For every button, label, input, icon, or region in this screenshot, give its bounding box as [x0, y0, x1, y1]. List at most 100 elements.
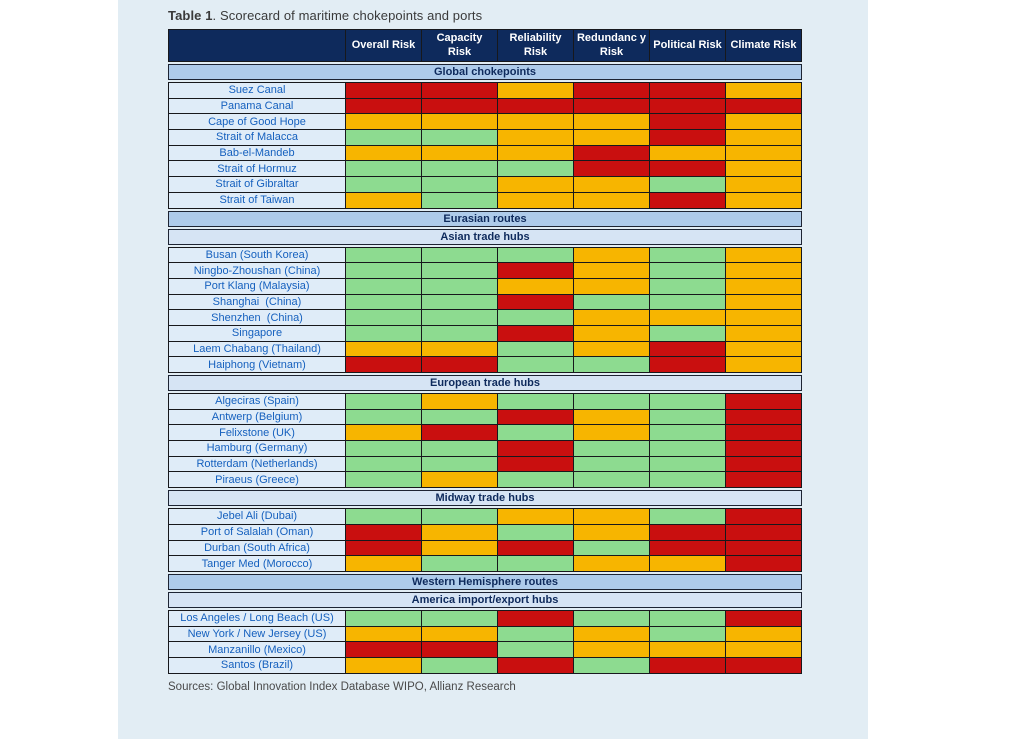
- risk-cell-overall-risk-red: [345, 97, 422, 115]
- risk-cell-redundanc-y-risk-green: [573, 455, 650, 473]
- table-row-santos-brazil: Santos (Brazil): [168, 656, 802, 674]
- risk-cell-reliability-risk-amber: [497, 113, 574, 131]
- risk-cell-capacity-risk-green: [421, 555, 498, 572]
- risk-cell-climate-risk-amber: [725, 356, 802, 373]
- risk-cell-redundanc-y-risk-amber: [573, 191, 650, 209]
- section-header-eurasian-routes: Eurasian routes: [168, 210, 802, 227]
- risk-cell-political-risk-amber: [649, 309, 726, 326]
- risk-cell-climate-risk-amber: [725, 309, 802, 326]
- risk-cell-capacity-risk-red: [421, 641, 498, 658]
- risk-cell-capacity-risk-green: [421, 656, 498, 674]
- risk-cell-redundanc-y-risk-amber: [573, 246, 650, 264]
- risk-cell-capacity-risk-amber: [421, 471, 498, 489]
- row-label: Felixstone (UK): [168, 424, 346, 442]
- risk-cell-capacity-risk-amber: [421, 144, 498, 162]
- risk-cell-redundanc-y-risk-green: [573, 440, 650, 457]
- risk-cell-climate-risk-amber: [725, 82, 802, 99]
- risk-cell-political-risk-green: [649, 455, 726, 473]
- risk-cell-redundanc-y-risk-amber: [573, 277, 650, 295]
- risk-cell-overall-risk-amber: [345, 144, 422, 162]
- table-title: Table 1. Scorecard of maritime chokepoin…: [168, 8, 802, 23]
- risk-cell-reliability-risk-amber: [497, 191, 574, 209]
- risk-cell-political-risk-green: [649, 471, 726, 489]
- risk-cell-political-risk-green: [649, 262, 726, 279]
- row-label: Strait of Taiwan: [168, 191, 346, 209]
- section-header-america-import-export-hubs: America import/export hubs: [168, 591, 802, 608]
- risk-cell-redundanc-y-risk-green: [573, 656, 650, 674]
- risk-cell-climate-risk-red: [725, 555, 802, 572]
- risk-cell-overall-risk-green: [345, 471, 422, 489]
- risk-cell-capacity-risk-green: [421, 246, 498, 264]
- risk-cell-reliability-risk-red: [497, 455, 574, 473]
- risk-cell-political-risk-red: [649, 539, 726, 557]
- table-row-rotterdam-netherlands: Rotterdam (Netherlands): [168, 455, 802, 473]
- risk-cell-climate-risk-red: [725, 455, 802, 473]
- scorecard-body: Global chokepoints Suez Canal Panama Canal…: [168, 64, 802, 674]
- risk-cell-capacity-risk-red: [421, 97, 498, 115]
- risk-cell-political-risk-amber: [649, 144, 726, 162]
- risk-cell-overall-risk-green: [345, 309, 422, 326]
- risk-cell-redundanc-y-risk-amber: [573, 113, 650, 131]
- risk-cell-overall-risk-green: [345, 609, 422, 627]
- column-header-overall-risk: Overall Risk: [345, 29, 422, 62]
- risk-cell-capacity-risk-amber: [421, 340, 498, 358]
- row-label: Port of Salalah (Oman): [168, 523, 346, 541]
- risk-cell-capacity-risk-green: [421, 129, 498, 146]
- risk-cell-political-risk-red: [649, 113, 726, 131]
- risk-cell-redundanc-y-risk-amber: [573, 176, 650, 193]
- risk-cell-political-risk-red: [649, 191, 726, 209]
- row-label: Port Klang (Malaysia): [168, 277, 346, 295]
- row-label: Hamburg (Germany): [168, 440, 346, 457]
- row-label: Cape of Good Hope: [168, 113, 346, 131]
- risk-cell-capacity-risk-amber: [421, 625, 498, 643]
- risk-cell-redundanc-y-risk-green: [573, 539, 650, 557]
- risk-cell-reliability-risk-amber: [497, 508, 574, 525]
- table-row-port-of-salalah-oman: Port of Salalah (Oman): [168, 523, 802, 541]
- risk-cell-overall-risk-green: [345, 176, 422, 193]
- risk-cell-political-risk-red: [649, 160, 726, 178]
- risk-cell-climate-risk-amber: [725, 625, 802, 643]
- risk-cell-reliability-risk-green: [497, 424, 574, 442]
- risk-cell-capacity-risk-green: [421, 277, 498, 295]
- table-title-number: Table 1: [168, 8, 213, 23]
- risk-cell-capacity-risk-red: [421, 356, 498, 373]
- risk-cell-redundanc-y-risk-green: [573, 609, 650, 627]
- table-row-felixstone-uk: Felixstone (UK): [168, 424, 802, 442]
- risk-cell-redundanc-y-risk-amber: [573, 641, 650, 658]
- risk-cell-climate-risk-amber: [725, 277, 802, 295]
- risk-cell-political-risk-red: [649, 97, 726, 115]
- risk-cell-overall-risk-red: [345, 356, 422, 373]
- risk-cell-climate-risk-red: [725, 424, 802, 442]
- sources-note: Sources: Global Innovation Index Databas…: [168, 680, 516, 693]
- risk-cell-redundanc-y-risk-amber: [573, 523, 650, 541]
- risk-cell-reliability-risk-green: [497, 555, 574, 572]
- column-header-redundancy-risk: Redundanc y Risk: [573, 29, 650, 62]
- row-label: Panama Canal: [168, 97, 346, 115]
- table-row-antwerp-belgium: Antwerp (Belgium): [168, 408, 802, 426]
- row-label: Suez Canal: [168, 82, 346, 99]
- row-label: Shenzhen (China): [168, 309, 346, 326]
- risk-cell-climate-risk-amber: [725, 113, 802, 131]
- risk-cell-overall-risk-green: [345, 293, 422, 311]
- risk-cell-reliability-risk-green: [497, 246, 574, 264]
- risk-cell-capacity-risk-amber: [421, 539, 498, 557]
- risk-cell-reliability-risk-red: [497, 293, 574, 311]
- table-title-text: . Scorecard of maritime chokepoints and …: [212, 8, 483, 23]
- risk-cell-political-risk-green: [649, 393, 726, 410]
- risk-cell-redundanc-y-risk-amber: [573, 309, 650, 326]
- table-row-suez-canal: Suez Canal: [168, 82, 802, 99]
- risk-cell-reliability-risk-amber: [497, 176, 574, 193]
- risk-cell-climate-risk-red: [725, 471, 802, 489]
- risk-cell-overall-risk-amber: [345, 340, 422, 358]
- row-label: Jebel Ali (Dubai): [168, 508, 346, 525]
- risk-cell-reliability-risk-red: [497, 440, 574, 457]
- table-row-manzanillo-mexico: Manzanillo (Mexico): [168, 641, 802, 658]
- risk-cell-climate-risk-amber: [725, 144, 802, 162]
- section-header-midway-trade-hubs: Midway trade hubs: [168, 490, 802, 507]
- risk-cell-reliability-risk-amber: [497, 129, 574, 146]
- risk-cell-capacity-risk-green: [421, 309, 498, 326]
- row-label: Algeciras (Spain): [168, 393, 346, 410]
- table-row-strait-of-hormuz: Strait of Hormuz: [168, 160, 802, 178]
- row-label: Bab-el-Mandeb: [168, 144, 346, 162]
- section-rows-global-chokepoints: Suez Canal Panama Canal Cape of Good Hope S…: [168, 82, 802, 209]
